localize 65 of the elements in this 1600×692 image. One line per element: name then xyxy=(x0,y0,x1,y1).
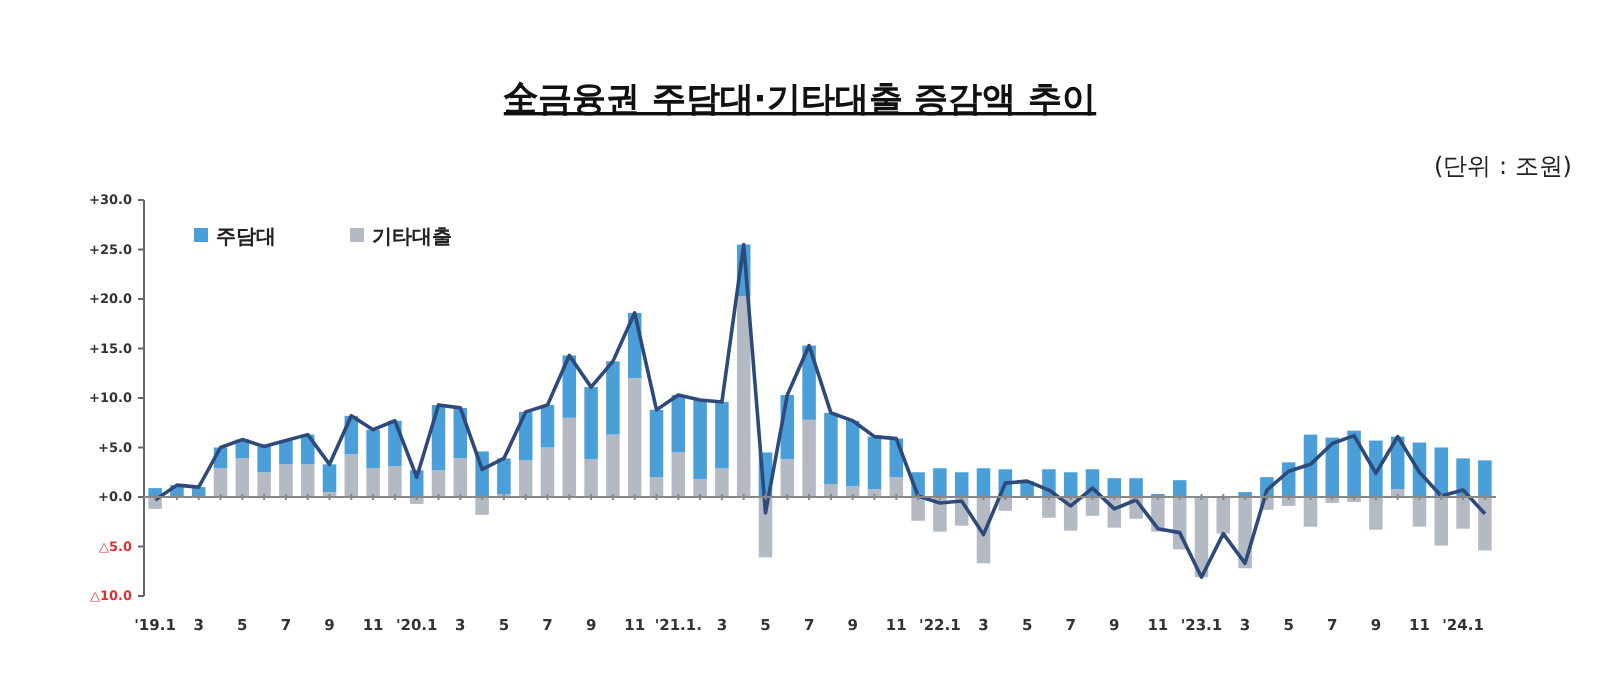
bar xyxy=(540,447,555,497)
bar xyxy=(911,497,925,521)
bar xyxy=(976,468,991,497)
bar xyxy=(627,378,642,497)
bar xyxy=(257,446,271,473)
chart-title: 全금융권 주담대·기타대출 증감액 추이 xyxy=(501,80,1097,120)
bar xyxy=(388,466,402,497)
bar xyxy=(736,296,751,497)
bar xyxy=(693,399,707,480)
bar xyxy=(322,464,337,493)
bar xyxy=(584,459,598,497)
bar xyxy=(693,479,707,497)
bar xyxy=(671,395,686,453)
bar xyxy=(933,497,947,532)
bar xyxy=(562,417,577,497)
bar xyxy=(366,429,380,469)
bar xyxy=(1129,478,1143,497)
bar xyxy=(257,472,271,497)
bar xyxy=(518,460,533,497)
bar xyxy=(1085,497,1100,516)
bar xyxy=(584,387,598,460)
bar xyxy=(1063,472,1078,497)
bar xyxy=(1369,497,1383,530)
bar xyxy=(344,454,359,497)
bar xyxy=(235,458,250,497)
bar xyxy=(671,452,686,497)
bar xyxy=(715,468,729,497)
bar xyxy=(366,468,380,497)
bar xyxy=(1303,497,1318,527)
bar xyxy=(824,484,838,497)
bar xyxy=(824,412,838,485)
bar xyxy=(867,436,882,490)
chart-subtitle: (단위 : 조원) xyxy=(1433,152,1572,180)
bar xyxy=(475,497,489,515)
bar xyxy=(453,458,468,497)
bar xyxy=(1042,497,1056,518)
legend-label: 주담대 xyxy=(216,227,276,249)
legend-label: 기타대출 xyxy=(372,227,452,249)
bar xyxy=(497,458,511,495)
bar xyxy=(1172,480,1187,497)
bar xyxy=(300,464,315,497)
bar xyxy=(1434,497,1449,546)
bar xyxy=(649,409,664,478)
bar xyxy=(1478,497,1492,551)
bar xyxy=(715,401,729,469)
bar xyxy=(1412,497,1427,527)
bar xyxy=(279,440,293,465)
bar xyxy=(1347,430,1361,497)
bar xyxy=(1478,460,1492,497)
bar xyxy=(279,464,293,497)
bar xyxy=(213,468,228,497)
bar xyxy=(649,477,664,497)
bar xyxy=(1456,497,1470,529)
bar xyxy=(889,477,904,497)
bar xyxy=(1216,497,1231,534)
bar xyxy=(431,470,446,497)
bar xyxy=(954,472,969,497)
bar xyxy=(1107,478,1122,497)
bar xyxy=(780,459,795,497)
bar xyxy=(802,419,816,497)
bar xyxy=(606,361,620,435)
bar xyxy=(540,404,555,448)
bar xyxy=(606,434,620,497)
bar xyxy=(845,420,860,487)
bar xyxy=(933,468,947,497)
